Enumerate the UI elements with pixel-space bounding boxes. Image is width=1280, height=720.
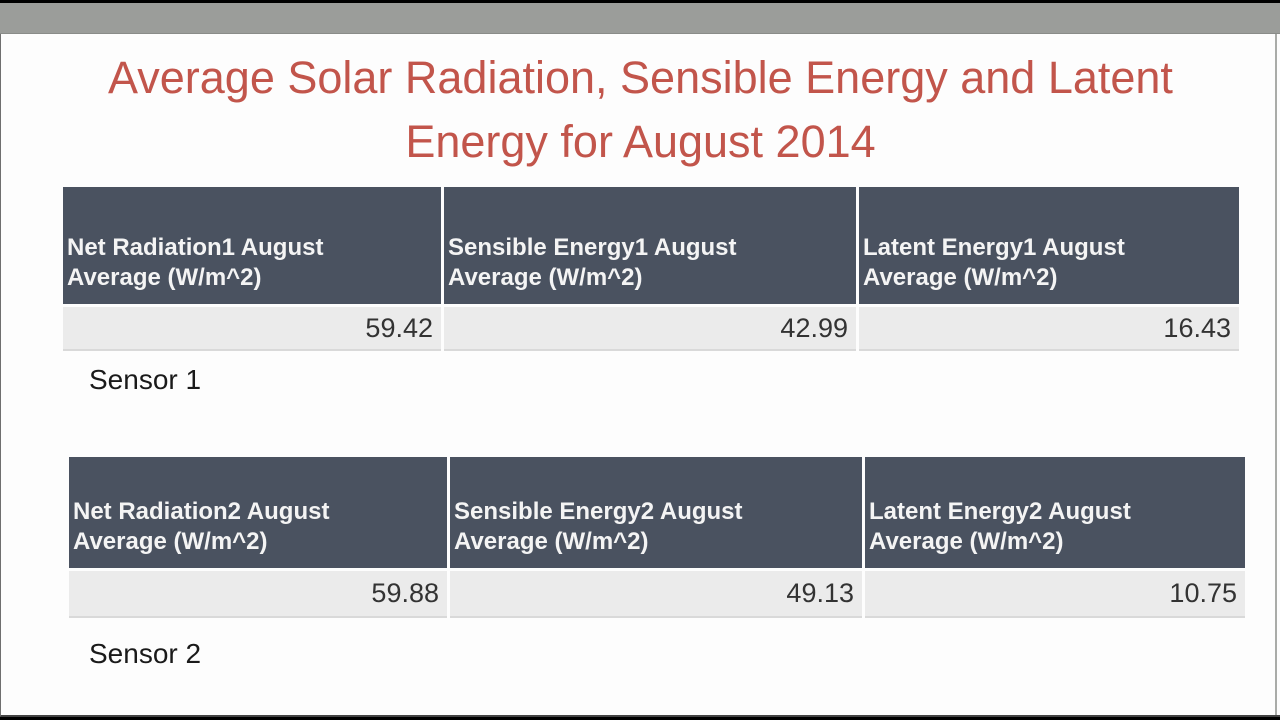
value-sensible-energy2: 49.13: [450, 571, 862, 618]
header-text-line1: Latent Energy2 August: [869, 498, 1131, 525]
player-top-bar: [0, 3, 1280, 34]
header-text-line1: Sensible Energy1 August: [448, 234, 737, 261]
sensor2-table: Net Radiation2 August Average (W/m^2) Se…: [69, 457, 1245, 618]
title-line-2: Energy for August 2014: [405, 116, 876, 167]
header-text-line2: Average (W/m^2): [863, 264, 1058, 291]
header-text-line1: Net Radiation1 August: [67, 234, 324, 261]
header-sensible-energy1: Sensible Energy1 August Average (W/m^2): [444, 187, 856, 304]
header-text-line2: Average (W/m^2): [869, 528, 1064, 555]
title-line-1: Average Solar Radiation, Sensible Energy…: [108, 52, 1173, 103]
header-text-line1: Net Radiation2 August: [73, 498, 330, 525]
slide-title: Average Solar Radiation, Sensible Energy…: [1, 46, 1280, 174]
header-text-line1: Sensible Energy2 August: [454, 498, 743, 525]
header-text-line1: Latent Energy1 August: [863, 234, 1125, 261]
header-text-line2: Average (W/m^2): [67, 264, 262, 291]
slide-right-edge: [1275, 34, 1277, 715]
slide: Average Solar Radiation, Sensible Energy…: [0, 34, 1280, 717]
header-net-radiation2: Net Radiation2 August Average (W/m^2): [69, 457, 447, 568]
value-latent-energy2: 10.75: [865, 571, 1245, 618]
value-sensible-energy1: 42.99: [444, 307, 856, 351]
value-latent-energy1: 16.43: [859, 307, 1239, 351]
sensor2-label: Sensor 2: [89, 638, 202, 669]
sensor1-table: Net Radiation1 August Average (W/m^2) Se…: [63, 187, 1239, 351]
value-net-radiation1: 59.42: [63, 307, 441, 351]
header-sensible-energy2: Sensible Energy2 August Average (W/m^2): [450, 457, 862, 568]
header-net-radiation1: Net Radiation1 August Average (W/m^2): [63, 187, 441, 304]
header-text-line2: Average (W/m^2): [448, 264, 643, 291]
header-latent-energy2: Latent Energy2 August Average (W/m^2): [865, 457, 1245, 568]
value-net-radiation2: 59.88: [69, 571, 447, 618]
header-latent-energy1: Latent Energy1 August Average (W/m^2): [859, 187, 1239, 304]
header-text-line2: Average (W/m^2): [73, 528, 268, 555]
sensor1-label: Sensor 1: [89, 364, 202, 395]
header-text-line2: Average (W/m^2): [454, 528, 649, 555]
